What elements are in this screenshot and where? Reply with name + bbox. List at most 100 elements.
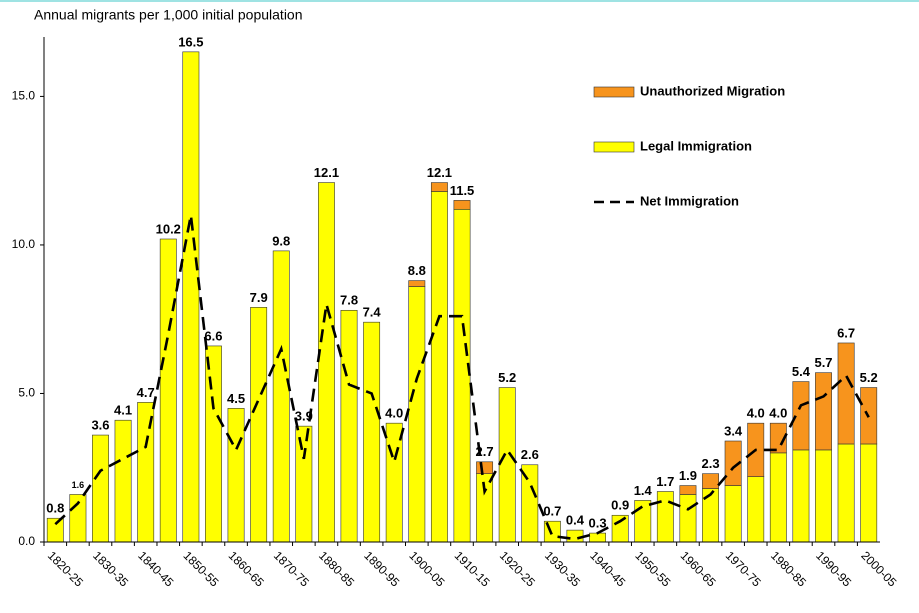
- bar-segment: [611, 514, 629, 543]
- value-label: 1.7: [656, 474, 674, 489]
- value-label: 4.0: [747, 406, 765, 421]
- bar-segment: [92, 434, 109, 543]
- x-tick-label: 1890-95: [361, 548, 402, 589]
- value-label: 8.8: [408, 263, 426, 278]
- bar-segment: [792, 449, 810, 543]
- x-tick-label: 1900-05: [406, 548, 447, 589]
- x-tick-label: 1910-15: [452, 548, 493, 589]
- value-label: 11.5: [450, 183, 475, 198]
- legend-label: Net Immigration: [640, 193, 739, 208]
- value-label: 12.1: [314, 165, 339, 180]
- y-tick-label: 15.0: [12, 89, 36, 103]
- value-label: 4.7: [137, 385, 155, 400]
- value-label: 5.4: [792, 364, 811, 379]
- bar-segment: [476, 461, 494, 474]
- value-label: 5.2: [498, 370, 516, 385]
- bar-segment: [837, 443, 855, 543]
- bar-segment: [453, 208, 471, 543]
- value-label: 5.7: [814, 355, 832, 370]
- x-tick-label: 1840-45: [135, 548, 176, 589]
- value-label: 1.4: [634, 483, 653, 498]
- value-label: 3.6: [91, 417, 109, 432]
- bar-segment: [815, 372, 832, 451]
- bar-segment: [430, 191, 448, 543]
- value-label: 2.6: [521, 447, 539, 462]
- x-tick-label: 1990-95: [813, 548, 854, 589]
- bar-segment: [566, 529, 584, 543]
- value-label: 0.3: [589, 516, 607, 531]
- value-label: 12.1: [427, 165, 452, 180]
- bar-segment: [747, 476, 765, 543]
- value-label: 6.7: [837, 325, 855, 340]
- bar-segment: [46, 517, 64, 543]
- value-label: 0.4: [566, 513, 585, 528]
- value-label: 0.7: [543, 504, 561, 519]
- legend-label: Unauthorized Migration: [640, 83, 785, 98]
- bar-segment: [453, 200, 471, 210]
- bar-segment: [272, 250, 290, 543]
- x-tick-label: 1940-45: [587, 548, 628, 589]
- bar-segment: [340, 309, 358, 543]
- bar-segment: [114, 419, 132, 543]
- x-tick-label: 1970-75: [723, 548, 764, 589]
- bar-segment: [724, 440, 742, 486]
- bar-segment: [656, 491, 674, 543]
- bar-segment: [837, 342, 855, 445]
- value-label: 7.9: [250, 290, 268, 305]
- bar-segment: [295, 425, 313, 543]
- value-label: 0.8: [46, 501, 64, 516]
- bar-segment: [182, 51, 200, 543]
- value-label: 5.2: [860, 370, 878, 385]
- bar-segment: [792, 381, 810, 451]
- x-tick-label: 1930-35: [542, 548, 583, 589]
- value-label: 16.5: [178, 34, 203, 49]
- bar-segment: [159, 238, 177, 543]
- bar-segment: [227, 408, 245, 543]
- value-label: 10.2: [156, 221, 181, 236]
- x-tick-label: 1830-35: [90, 548, 131, 589]
- x-tick-label: 1880-85: [316, 548, 357, 589]
- chart-title: Annual migrants per 1,000 initial popula…: [34, 7, 303, 23]
- value-label: 7.8: [340, 293, 358, 308]
- y-tick-label: 10.0: [12, 237, 36, 251]
- bar-segment: [498, 387, 516, 543]
- value-label: 2.3: [702, 456, 720, 471]
- x-tick-label: 1920-25: [497, 548, 538, 589]
- x-tick-label: 1860-65: [226, 548, 267, 589]
- value-label: 9.8: [272, 233, 290, 248]
- value-label: 4.0: [385, 406, 403, 421]
- y-tick-label: 5.0: [18, 386, 35, 400]
- bar-segment: [430, 182, 448, 192]
- x-tick-label: 1980-85: [768, 548, 809, 589]
- x-tick-label: 1950-55: [632, 548, 673, 589]
- bar-segment: [769, 452, 787, 543]
- x-tick-label: 1870-75: [271, 548, 312, 589]
- x-tick-label: 1960-65: [678, 548, 719, 589]
- bar-segment: [724, 485, 742, 543]
- value-label: 7.4: [363, 305, 382, 320]
- net-line: [54, 214, 870, 541]
- bar-segment: [815, 449, 832, 543]
- value-label: 6.6: [204, 328, 222, 343]
- bar-segment: [702, 473, 719, 489]
- bar-segment: [860, 443, 878, 543]
- legend-label: Legal Immigration: [640, 138, 752, 153]
- value-label: 1.6: [72, 480, 85, 490]
- value-label: 1.9: [679, 468, 697, 483]
- bar-segment: [317, 182, 335, 543]
- bar-segment: [769, 422, 787, 454]
- bar-segment: [408, 286, 426, 543]
- bar-segment: [408, 280, 426, 287]
- value-label: 4.0: [769, 406, 787, 421]
- y-tick-label: 0.0: [18, 534, 35, 548]
- value-label: 3.4: [724, 423, 743, 438]
- value-label: 4.5: [227, 391, 245, 406]
- bar-segment: [679, 485, 697, 495]
- bar-segment: [702, 488, 719, 543]
- legend-swatch: [593, 141, 635, 153]
- bar-segment: [385, 422, 403, 543]
- legend-swatch: [593, 86, 635, 98]
- bar-segment: [363, 321, 381, 543]
